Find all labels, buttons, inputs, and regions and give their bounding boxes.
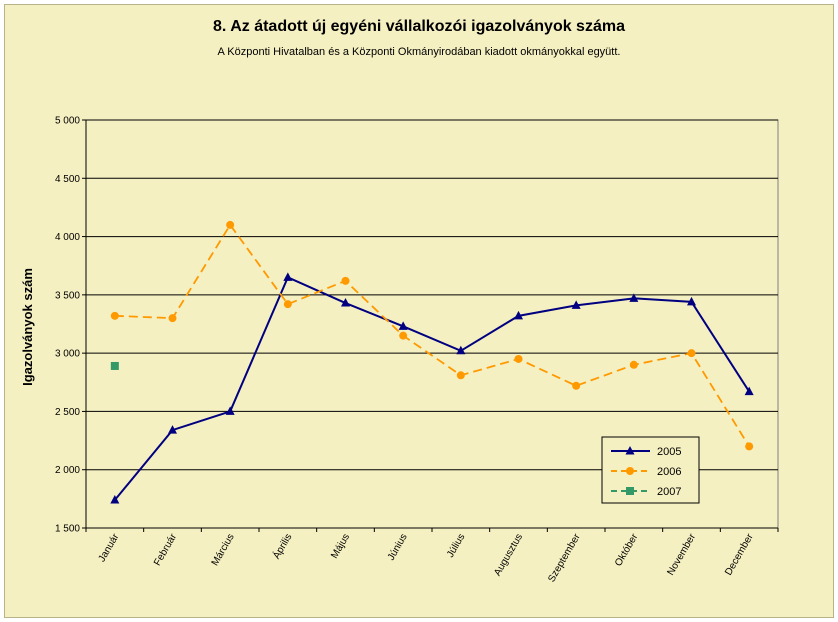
x-tick-label: Január bbox=[97, 531, 122, 564]
x-tick-label: Október bbox=[613, 531, 641, 568]
data-point-2006 bbox=[687, 349, 696, 358]
data-point-2005 bbox=[514, 310, 523, 320]
x-tick-label: Június bbox=[386, 532, 410, 563]
data-point-2005 bbox=[629, 293, 639, 302]
data-point-2006 bbox=[456, 371, 465, 380]
legend-label-2005: 2005 bbox=[657, 446, 681, 458]
data-point-2006 bbox=[341, 276, 350, 285]
y-tick-label: 4 500 bbox=[55, 174, 80, 185]
x-tick-label: November bbox=[666, 531, 699, 577]
series-2005 bbox=[110, 272, 754, 504]
data-point-2006 bbox=[110, 311, 119, 320]
chart-subtitle: A Központi Hivatalban és a Központi Okmá… bbox=[217, 46, 621, 58]
legend-marker-2006 bbox=[626, 467, 634, 475]
data-point-2005 bbox=[168, 425, 177, 434]
x-tick-label: December bbox=[723, 531, 756, 577]
legend-marker-2007 bbox=[626, 487, 634, 495]
data-point-2005 bbox=[283, 272, 293, 281]
x-tick-label: Február bbox=[152, 531, 179, 567]
series-line-2005 bbox=[114, 276, 751, 501]
data-point-2007 bbox=[110, 361, 119, 370]
x-tick-label: Július bbox=[445, 532, 467, 560]
y-tick-label: 5 000 bbox=[55, 116, 80, 127]
y-tick-label: 4 000 bbox=[55, 232, 80, 243]
y-tick-label: 3 500 bbox=[55, 290, 80, 301]
y-axis-ticks: 1 500 2 000 2 500 3 000 3 500 4 000 4 500 5 000 bbox=[55, 116, 86, 535]
data-point-2006 bbox=[399, 331, 408, 340]
y-tick-label: 2 500 bbox=[55, 407, 80, 418]
data-point-2005 bbox=[398, 321, 408, 330]
data-point-2006 bbox=[572, 381, 581, 390]
data-point-2006 bbox=[283, 300, 292, 309]
x-tick-label: Szeptember bbox=[546, 531, 583, 584]
data-point-2006 bbox=[168, 314, 177, 323]
x-tick-label: Május bbox=[329, 532, 352, 561]
x-tick-label: Március bbox=[210, 532, 237, 568]
data-point-2005 bbox=[456, 345, 466, 355]
x-axis-ticks: Január Február Március Április Május Június Jú… bbox=[85, 528, 779, 584]
legend-box bbox=[601, 436, 700, 504]
y-tick-label: 1 500 bbox=[55, 524, 80, 535]
legend: 2005 2006 2007 bbox=[601, 436, 700, 504]
x-tick-label: Augusztus bbox=[492, 532, 525, 578]
data-point-2005 bbox=[687, 296, 696, 306]
series-2007 bbox=[110, 361, 119, 370]
legend-label-2006: 2006 bbox=[657, 466, 681, 478]
y-tick-label: 3 000 bbox=[55, 349, 80, 360]
data-point-2005 bbox=[225, 406, 235, 415]
data-point-2005 bbox=[110, 495, 120, 504]
data-point-2005 bbox=[571, 300, 581, 309]
data-point-2005 bbox=[341, 298, 350, 307]
series-2006 bbox=[110, 220, 754, 451]
data-point-2006 bbox=[514, 354, 523, 363]
y-tick-label: 2 000 bbox=[55, 465, 80, 476]
data-point-2006 bbox=[226, 220, 235, 229]
chart-title: 8. Az átadott új egyéni vállalkozói igaz… bbox=[213, 18, 625, 35]
x-tick-label: Április bbox=[270, 531, 295, 561]
series-line-2006 bbox=[114, 223, 750, 447]
data-point-2005 bbox=[744, 386, 754, 396]
y-axis-label: Igazolványok szám bbox=[20, 268, 35, 386]
data-point-2006 bbox=[745, 442, 754, 451]
data-point-2006 bbox=[629, 360, 638, 369]
legend-marker-2005 bbox=[625, 446, 635, 455]
series-group bbox=[110, 220, 754, 504]
legend-label-2007: 2007 bbox=[657, 486, 681, 498]
